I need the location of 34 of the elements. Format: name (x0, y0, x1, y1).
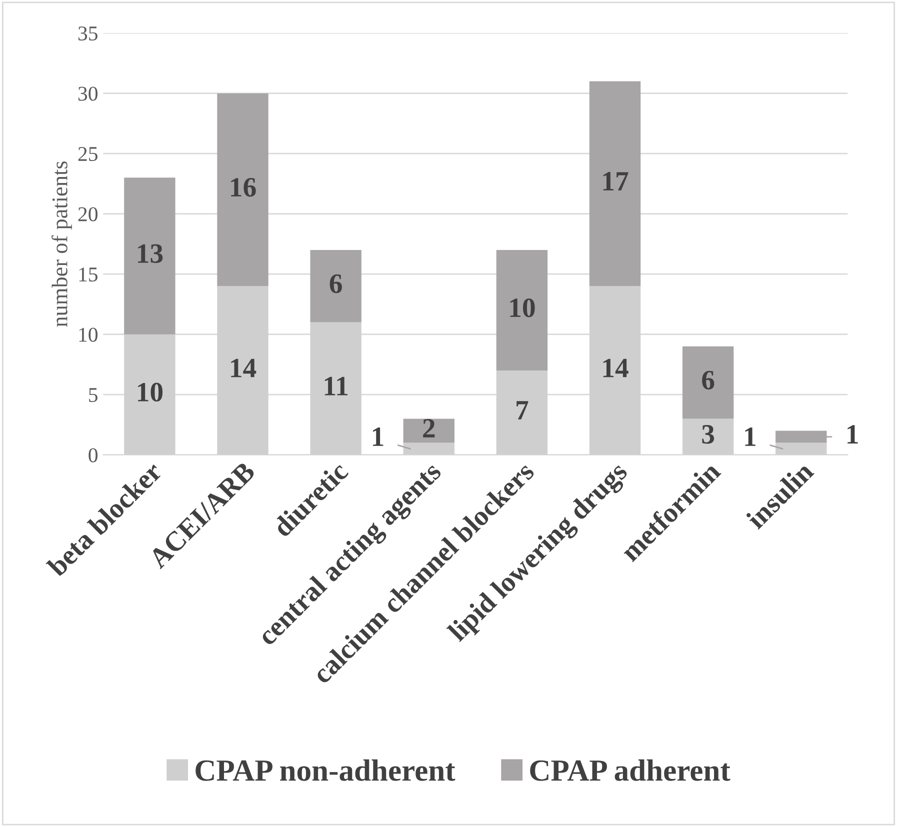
y-tick-label: 15 (79, 268, 98, 282)
legend-label: CPAP non-adherent (196, 759, 456, 781)
data-label: 10 (510, 298, 535, 318)
bar (403, 418, 454, 443)
bar (496, 250, 548, 370)
data-label: 14 (603, 358, 628, 378)
data-label: 13 (138, 244, 163, 263)
y-axis-title: number of patients (52, 161, 72, 327)
y-tick-label: 35 (78, 26, 98, 41)
data-label: 7 (516, 401, 528, 420)
legend-label: CPAP adherent (530, 759, 730, 781)
data-label: 1 (372, 428, 384, 446)
y-tick-label: 5 (89, 388, 98, 402)
data-label: 2 (423, 419, 435, 438)
data-label: 16 (231, 178, 256, 197)
y-tick-label: 25 (78, 147, 98, 162)
data-label: 10 (138, 382, 163, 402)
y-tick-label: 10 (79, 328, 98, 342)
data-label: 14 (231, 358, 256, 378)
data-label: 1 (745, 428, 756, 446)
data-label: 6 (702, 370, 714, 390)
y-tick-label: 30 (78, 86, 98, 101)
y-tick-label: 20 (78, 207, 98, 222)
data-label: 17 (603, 172, 628, 190)
bar (310, 250, 362, 322)
data-label: 1 (848, 425, 858, 444)
bar (589, 81, 641, 286)
bar (682, 346, 734, 419)
bar (124, 178, 176, 334)
data-label: 6 (330, 274, 342, 294)
data-label: 3 (702, 425, 714, 444)
bar (217, 93, 268, 286)
y-tick-label: 0 (88, 448, 98, 462)
data-label: 11 (324, 376, 348, 396)
